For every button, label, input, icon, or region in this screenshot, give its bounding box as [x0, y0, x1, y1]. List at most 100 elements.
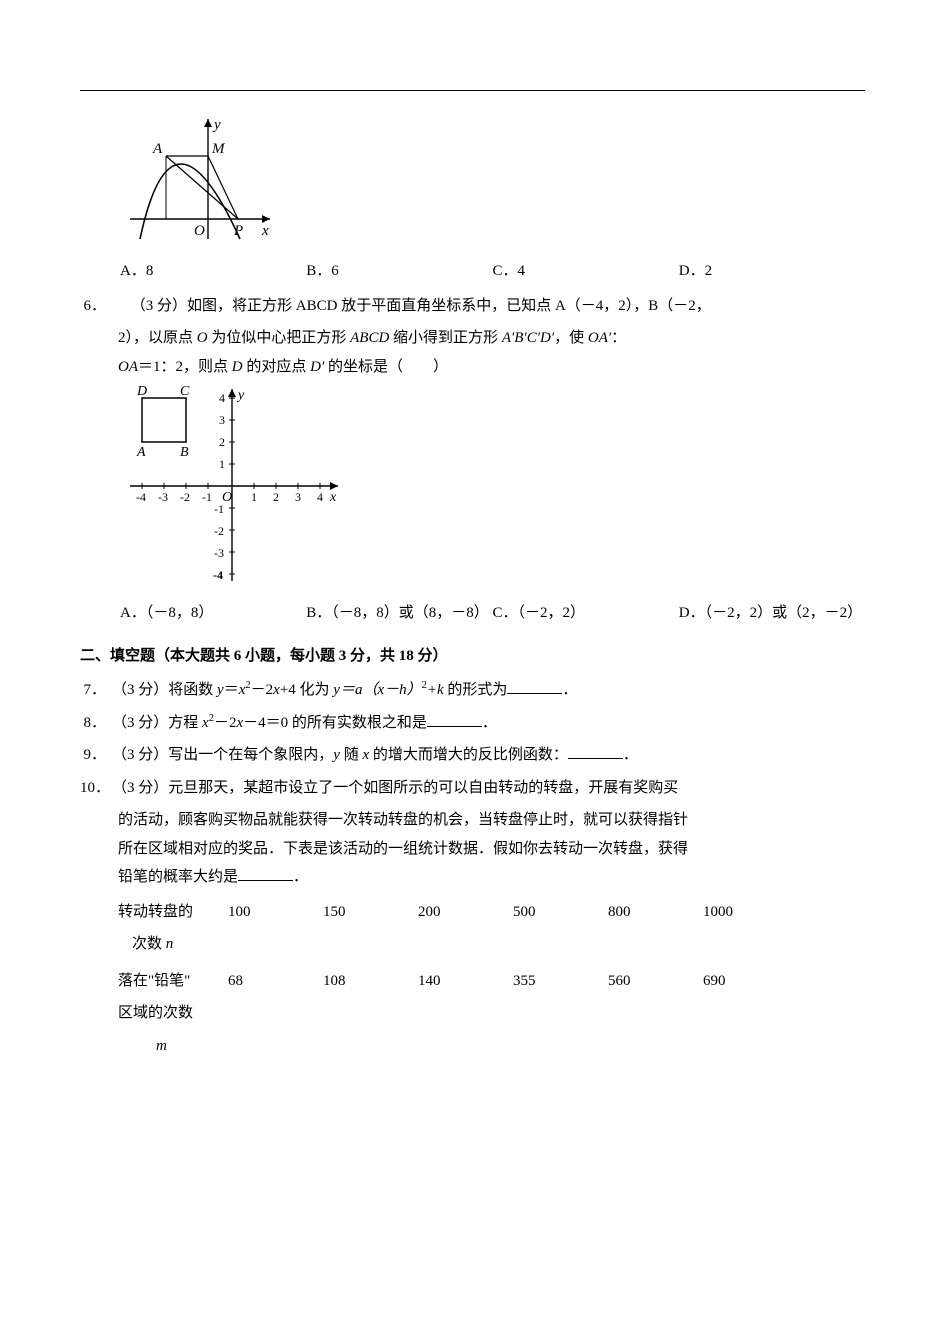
svg-text:A: A: [152, 141, 163, 157]
q6-l2: 2），以原点 O 为位似中心把正方形 ABCD 缩小得到正方形 A′B′C′D′…: [118, 324, 865, 353]
q9-c: ．: [623, 747, 638, 763]
svg-text:-1: -1: [214, 502, 224, 516]
svg-text:y: y: [212, 117, 221, 133]
tbl-r2-lbl-a: 落在"铅笔": [118, 967, 228, 996]
header-rule: [80, 90, 865, 91]
section-2-title: 二、填空题（本大题共 6 小题，每小题 3 分，共 18 分）: [80, 642, 865, 671]
tbl-r1-lbl-a: 转动转盘的: [118, 898, 228, 927]
q6-D: D: [232, 359, 243, 375]
q6-oap: OA′: [588, 330, 611, 346]
q6-Dp: D′: [310, 359, 324, 375]
q7-b: 化为: [296, 682, 334, 698]
svg-text:M: M: [211, 141, 226, 157]
q7-num: 7．: [80, 676, 112, 705]
q6-options: A．（－8，8） B．（－8，8）或（8，－8） C．（－2，2） D．（－2，…: [120, 599, 865, 632]
tbl-r2-c3: 355: [513, 967, 608, 996]
q7-tail2: +k: [427, 682, 444, 698]
tbl-r2-c0: 68: [228, 967, 323, 996]
q5-opt-c[interactable]: C．4: [493, 257, 679, 286]
tbl-r1-c1: 150: [323, 898, 418, 927]
q5-options: A．8 B．6 C．4 D．2: [120, 257, 865, 286]
q10-l2: 的活动，顾客购买物品就能获得一次转动转盘的机会，当转盘停止时，就可以获得指针: [118, 806, 865, 835]
svg-text:3: 3: [295, 490, 301, 504]
q6-opt-d[interactable]: D．（－2，2）或（2，－2）: [679, 599, 865, 628]
q6-l2b: 为位似中心把正方形: [208, 330, 351, 346]
q6-l3b: ＝1：2，则点: [138, 359, 232, 375]
q6-graph: D C A B O y x -4-3-2-1 1234 1234 -1-2-3-…: [120, 381, 865, 591]
svg-text:2: 2: [219, 435, 225, 449]
q10-blank[interactable]: [238, 866, 293, 881]
q5-opt-d[interactable]: D．2: [679, 257, 865, 286]
q7-c: 的形式为: [444, 682, 508, 698]
svg-text:-4: -4: [213, 568, 223, 582]
svg-text:-1: -1: [202, 490, 212, 504]
q9: 9． （3 分）写出一个在每个象限内，y 随 x 的增大而增大的反比例函数：．: [80, 741, 865, 770]
svg-text:2: 2: [273, 490, 279, 504]
q8-blank[interactable]: [427, 712, 482, 727]
tbl-r2-c2: 140: [418, 967, 513, 996]
q8-x: x: [202, 715, 209, 731]
q6-oa: OA: [118, 359, 138, 375]
q8-c: ．: [482, 715, 497, 731]
tbl-r1-lbl-b: 次数: [118, 936, 166, 952]
q6: 6． （3 分）如图，将正方形 ABCD 放于平面直角坐标系中，已知点 A（－4…: [80, 292, 865, 321]
q6-l3: OA＝1：2，则点 D 的对应点 D′ 的坐标是（ ）: [118, 353, 865, 382]
q5-graph: A M O P y x: [120, 109, 865, 249]
tbl-r2-c4: 560: [608, 967, 703, 996]
q9-num: 9．: [80, 741, 112, 770]
q9-mid: 随: [340, 747, 363, 763]
q6-l1: （3 分）如图，将正方形 ABCD 放于平面直角坐标系中，已知点 A（－4，2）…: [131, 298, 711, 314]
q10-l4: 铅笔的概率大约是．: [118, 863, 865, 892]
q6-l2a: 2），以原点: [118, 330, 197, 346]
q5-opt-a[interactable]: A．8: [120, 257, 306, 286]
q9-b: 的增大而增大的反比例函数：: [369, 747, 568, 763]
q7-mid: －2: [251, 682, 274, 698]
tbl-r1-c2: 200: [418, 898, 513, 927]
tbl-r2-m: m: [156, 1038, 167, 1054]
svg-text:-3: -3: [214, 546, 224, 560]
svg-text:D: D: [136, 384, 147, 399]
q10-table: 转动转盘的 100 150 200 500 800 1000 次数 n 落在"铅…: [118, 898, 818, 1061]
svg-text:3: 3: [219, 413, 225, 427]
q6-opt-c[interactable]: C．（－2，2）: [493, 599, 679, 628]
q10-l4a: 铅笔的概率大约是: [118, 869, 238, 885]
svg-text:-2: -2: [180, 490, 190, 504]
q8-a: （3 分）方程: [112, 715, 202, 731]
q8-tail: －4＝0: [243, 715, 288, 731]
q6-O: O: [197, 330, 208, 346]
q5-opt-b[interactable]: B．6: [306, 257, 492, 286]
tbl-r2-c1: 108: [323, 967, 418, 996]
q6-l3d: 的坐标是（ ）: [324, 359, 448, 375]
q6-l2e: ：: [611, 330, 626, 346]
svg-text:y: y: [236, 388, 245, 403]
svg-text:4: 4: [317, 490, 323, 504]
svg-text:B: B: [180, 445, 189, 460]
svg-text:O: O: [194, 223, 205, 239]
q10: 10． （3 分）元旦那天，某超市设立了一个如图所示的可以自由转动的转盘，开展有…: [80, 774, 865, 803]
svg-text:C: C: [180, 384, 190, 399]
q9-blank[interactable]: [568, 744, 623, 759]
q7-x: x: [273, 682, 280, 698]
q6-prime: A′B′C′D′: [502, 330, 554, 346]
q8-mid: －2: [214, 715, 237, 731]
q9-y: y: [333, 747, 340, 763]
tbl-r1-c3: 500: [513, 898, 608, 927]
q7-a: （3 分）将函数: [112, 682, 217, 698]
q7-d: ．: [562, 682, 577, 698]
tbl-r2-lbl-b: 区域的次数: [118, 999, 228, 1028]
svg-text:-3: -3: [158, 490, 168, 504]
svg-text:1: 1: [251, 490, 257, 504]
q7-tail1: +4: [280, 682, 296, 698]
q6-l3c: 的对应点: [243, 359, 311, 375]
q6-text-1: [112, 298, 127, 314]
q6-opt-a[interactable]: A．（－8，8）: [120, 599, 306, 628]
q10-num: 10．: [80, 774, 112, 803]
q7-y: y: [217, 682, 224, 698]
svg-text:A: A: [136, 445, 146, 460]
q7-blank[interactable]: [507, 679, 562, 694]
q6-opt-b[interactable]: B．（－8，8）或（8，－8）: [306, 599, 492, 628]
q9-a: （3 分）写出一个在每个象限内，: [112, 747, 333, 763]
tbl-r1-n: n: [166, 936, 174, 952]
q10-l3: 所在区域相对应的奖品．下表是该活动的一组统计数据．假如你去转动一次转盘，获得: [118, 835, 865, 864]
svg-text:-4: -4: [136, 490, 146, 504]
